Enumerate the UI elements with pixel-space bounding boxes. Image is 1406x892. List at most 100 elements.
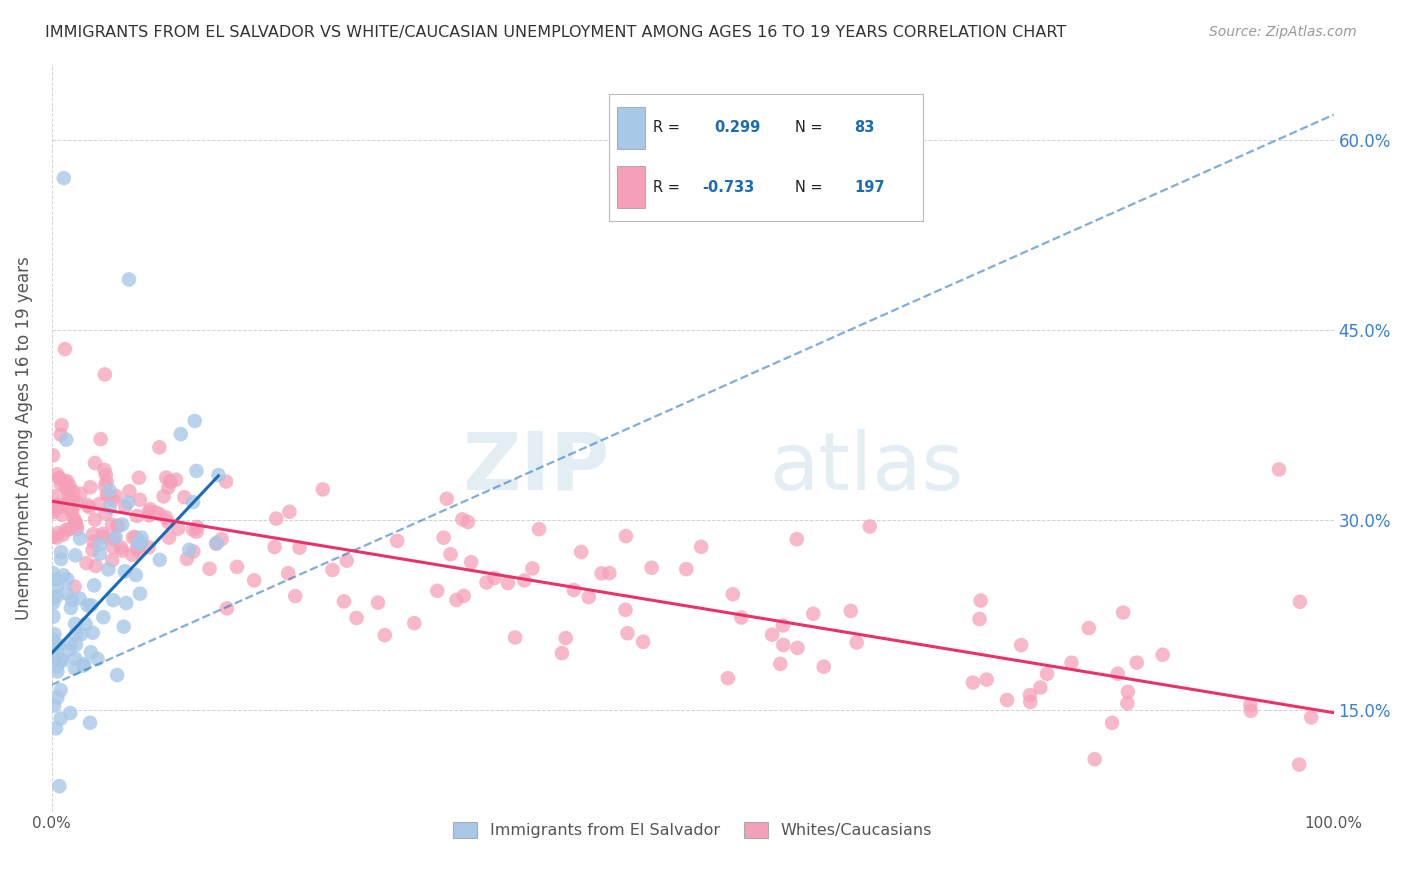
Point <box>121 548 143 562</box>
Point <box>128 492 150 507</box>
Point <box>426 583 449 598</box>
Point <box>42 530 65 544</box>
Point <box>60 504 83 518</box>
Point <box>321 563 343 577</box>
Point <box>105 668 128 682</box>
Point <box>62 491 84 506</box>
Point <box>155 470 177 484</box>
Point <box>432 531 454 545</box>
Point <box>205 536 228 550</box>
Point <box>976 673 998 687</box>
Point <box>1019 695 1042 709</box>
Point <box>1116 696 1139 710</box>
Point <box>562 582 585 597</box>
Point <box>554 631 576 645</box>
Point <box>157 516 180 530</box>
Point <box>66 518 89 533</box>
Point <box>62 484 84 499</box>
Point <box>56 488 79 502</box>
Point <box>284 589 307 603</box>
Point <box>186 524 208 539</box>
Point <box>131 531 153 545</box>
Point <box>51 654 73 668</box>
Point <box>186 464 208 478</box>
Point <box>83 513 105 527</box>
Point <box>94 479 117 493</box>
Point <box>42 632 65 647</box>
Point <box>772 638 794 652</box>
Point <box>55 523 77 537</box>
Point <box>859 519 882 533</box>
Point <box>111 517 134 532</box>
Point <box>138 541 160 555</box>
Point <box>98 483 121 498</box>
Point <box>107 518 129 533</box>
Point <box>1288 757 1310 772</box>
Point <box>52 528 75 542</box>
Point <box>159 475 181 489</box>
Point <box>1301 710 1323 724</box>
Point <box>522 561 544 575</box>
Point <box>72 658 94 673</box>
Point <box>1240 704 1263 718</box>
Point <box>42 505 65 519</box>
Point <box>70 627 93 641</box>
Point <box>63 580 86 594</box>
Point <box>312 483 335 497</box>
Point <box>65 516 87 530</box>
Point <box>215 475 238 489</box>
Point <box>58 642 80 657</box>
Point <box>51 418 73 433</box>
Y-axis label: Unemployment Among Ages 16 to 19 years: Unemployment Among Ages 16 to 19 years <box>15 256 32 620</box>
Point <box>125 568 148 582</box>
Point <box>49 712 72 726</box>
Point <box>614 529 637 543</box>
Point <box>122 530 145 544</box>
Point <box>53 342 76 356</box>
Point <box>51 499 73 513</box>
Point <box>58 492 80 507</box>
Point <box>527 522 550 536</box>
Point <box>77 500 100 514</box>
Point <box>404 616 426 631</box>
Point <box>65 638 87 652</box>
Point <box>730 610 752 624</box>
Point <box>65 515 87 529</box>
Point <box>79 480 101 494</box>
Point <box>148 441 170 455</box>
Point <box>110 541 132 555</box>
Point <box>104 489 127 503</box>
Point <box>49 477 72 491</box>
Point <box>1116 685 1139 699</box>
Point <box>59 706 82 720</box>
Point <box>103 532 125 546</box>
Point <box>73 657 96 672</box>
Point <box>772 618 794 632</box>
Point <box>97 562 120 576</box>
Point <box>97 488 120 502</box>
Point <box>243 574 266 588</box>
Point <box>962 675 984 690</box>
Point <box>46 467 69 482</box>
Point <box>446 593 468 607</box>
Point <box>839 604 862 618</box>
Point <box>98 500 121 515</box>
Point <box>48 471 70 485</box>
Point <box>46 526 69 541</box>
Point <box>769 657 792 671</box>
Point <box>118 484 141 499</box>
Point <box>374 628 396 642</box>
Point <box>152 490 174 504</box>
Point <box>80 599 103 613</box>
Point <box>82 542 104 557</box>
Point <box>111 543 134 558</box>
Point <box>45 579 67 593</box>
Point <box>969 612 991 626</box>
Point <box>264 511 287 525</box>
Point <box>845 635 868 649</box>
Point <box>167 522 190 536</box>
Point <box>513 574 536 588</box>
Point <box>69 591 91 606</box>
Point <box>118 272 141 286</box>
Point <box>69 532 91 546</box>
